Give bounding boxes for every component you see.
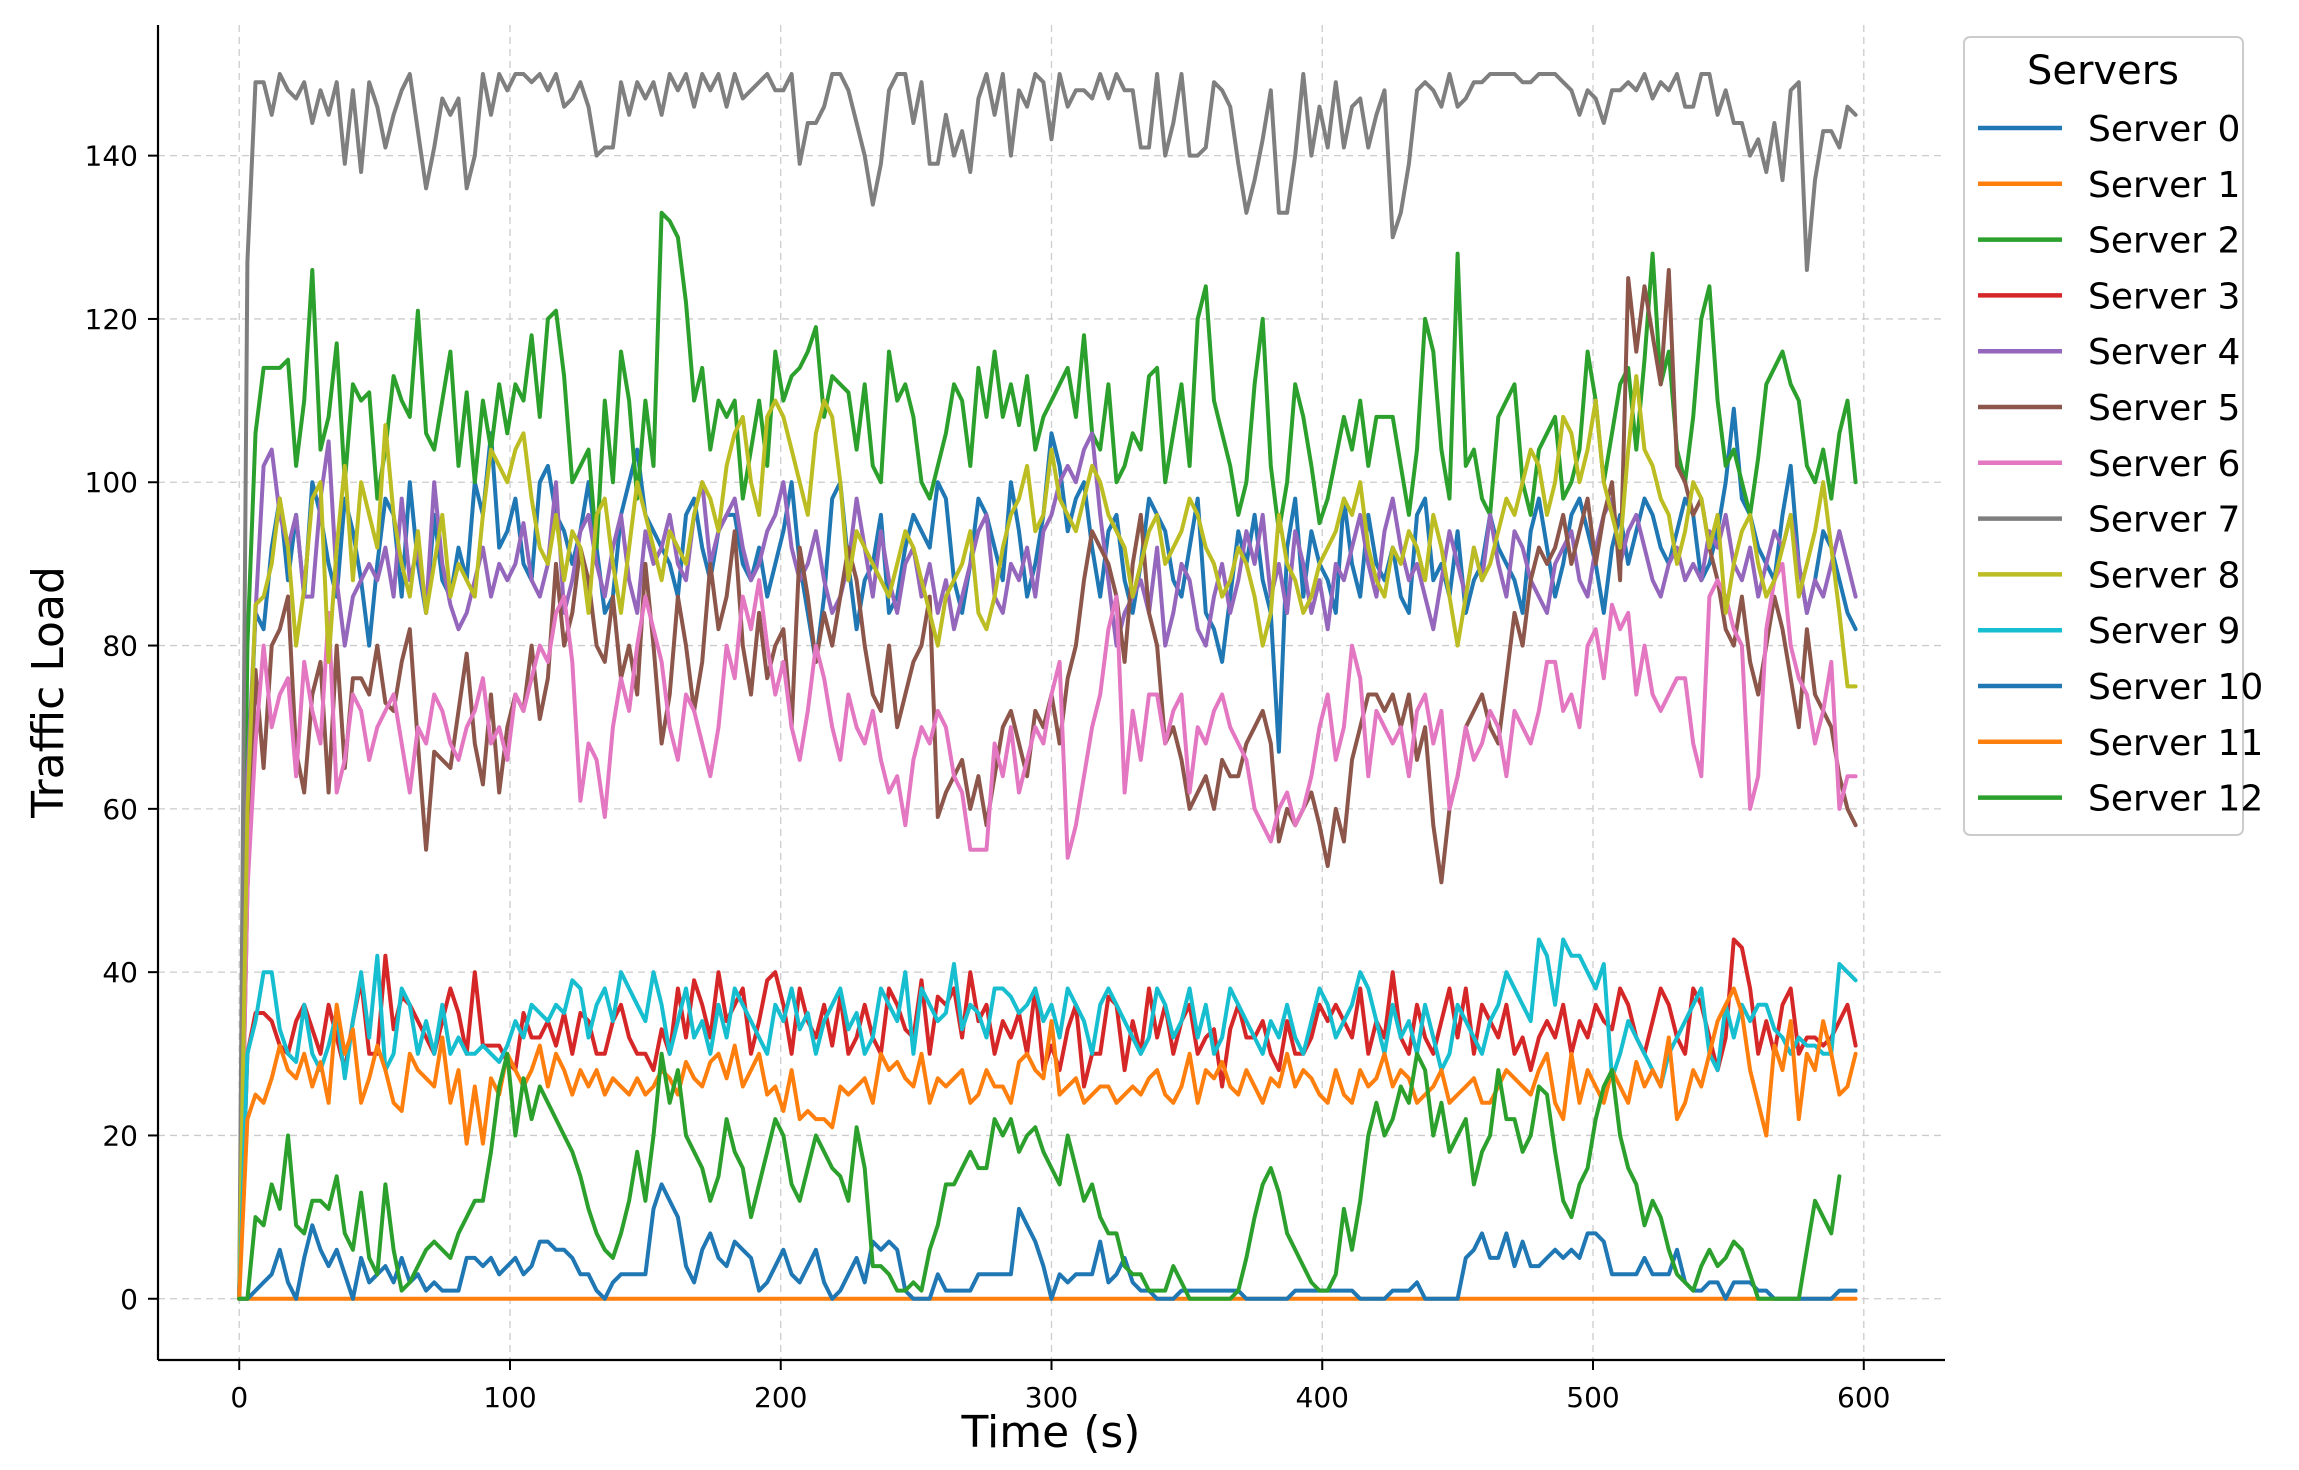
y-axis-title: Traffic Load — [23, 566, 74, 819]
series-line-server-6 — [237, 561, 1858, 1301]
legend-label-server-12: Server 12 — [2088, 779, 2263, 820]
legend-label-server-3: Server 3 — [2088, 276, 2240, 317]
legend-label-server-0: Server 0 — [2088, 109, 2240, 150]
series-line-server-12 — [237, 1051, 1842, 1301]
series-line-server-2 — [237, 210, 1858, 1301]
legend-label-server-10: Server 10 — [2088, 667, 2263, 708]
y-tick-label: 20 — [102, 1119, 138, 1152]
legend-label-server-9: Server 9 — [2088, 611, 2240, 652]
series-line-server-3 — [237, 937, 1858, 1301]
y-tick-label: 40 — [102, 956, 138, 989]
series-line-server-10 — [237, 1182, 1858, 1301]
series-lines — [237, 72, 1858, 1301]
legend-label-server-1: Server 1 — [2088, 165, 2240, 206]
x-tick-label: 500 — [1566, 1381, 1619, 1414]
x-tick-label: 100 — [483, 1381, 536, 1414]
legend-title: Servers — [2027, 48, 2179, 94]
legend-label-server-6: Server 6 — [2088, 444, 2240, 485]
legend-entries: Server 0 Server 1 Server 2 Server 3 Server 4… — [1978, 109, 2263, 820]
y-tick-label: 80 — [102, 630, 138, 663]
y-tick-label: 0 — [120, 1283, 138, 1316]
legend-label-server-7: Server 7 — [2088, 500, 2240, 541]
series-line-server-7 — [237, 72, 1858, 1301]
x-tick-label: 200 — [754, 1381, 807, 1414]
legend-label-server-11: Server 11 — [2088, 723, 2263, 764]
x-tick-label: 0 — [230, 1381, 248, 1414]
series-line-server-9 — [237, 937, 1858, 1301]
x-tick-label: 600 — [1837, 1381, 1890, 1414]
legend-label-server-4: Server 4 — [2088, 332, 2240, 373]
axis-ticks: 0 100 200 300 400 500 600 0 20 40 60 80 100 120 140 — [85, 140, 1891, 1414]
legend-frame — [1963, 36, 2244, 836]
legend-label-server-5: Server 5 — [2088, 388, 2240, 429]
x-tick-label: 300 — [1025, 1381, 1078, 1414]
legend-label-server-2: Server 2 — [2088, 221, 2240, 262]
y-tick-label: 120 — [85, 303, 138, 336]
x-tick-label: 400 — [1296, 1381, 1349, 1414]
grid-lines — [158, 25, 1945, 1360]
y-tick-label: 140 — [85, 140, 138, 173]
y-tick-label: 100 — [85, 466, 138, 499]
x-axis-title: Time (s) — [961, 1407, 1141, 1458]
series-line-server-4 — [237, 431, 1858, 1301]
series-line-server-8 — [237, 374, 1858, 1301]
y-tick-label: 60 — [102, 793, 138, 826]
legend: Servers Server 0 Server 1 Server 2 Server 3… — [1963, 36, 2263, 836]
legend-label-server-8: Server 8 — [2088, 555, 2240, 596]
